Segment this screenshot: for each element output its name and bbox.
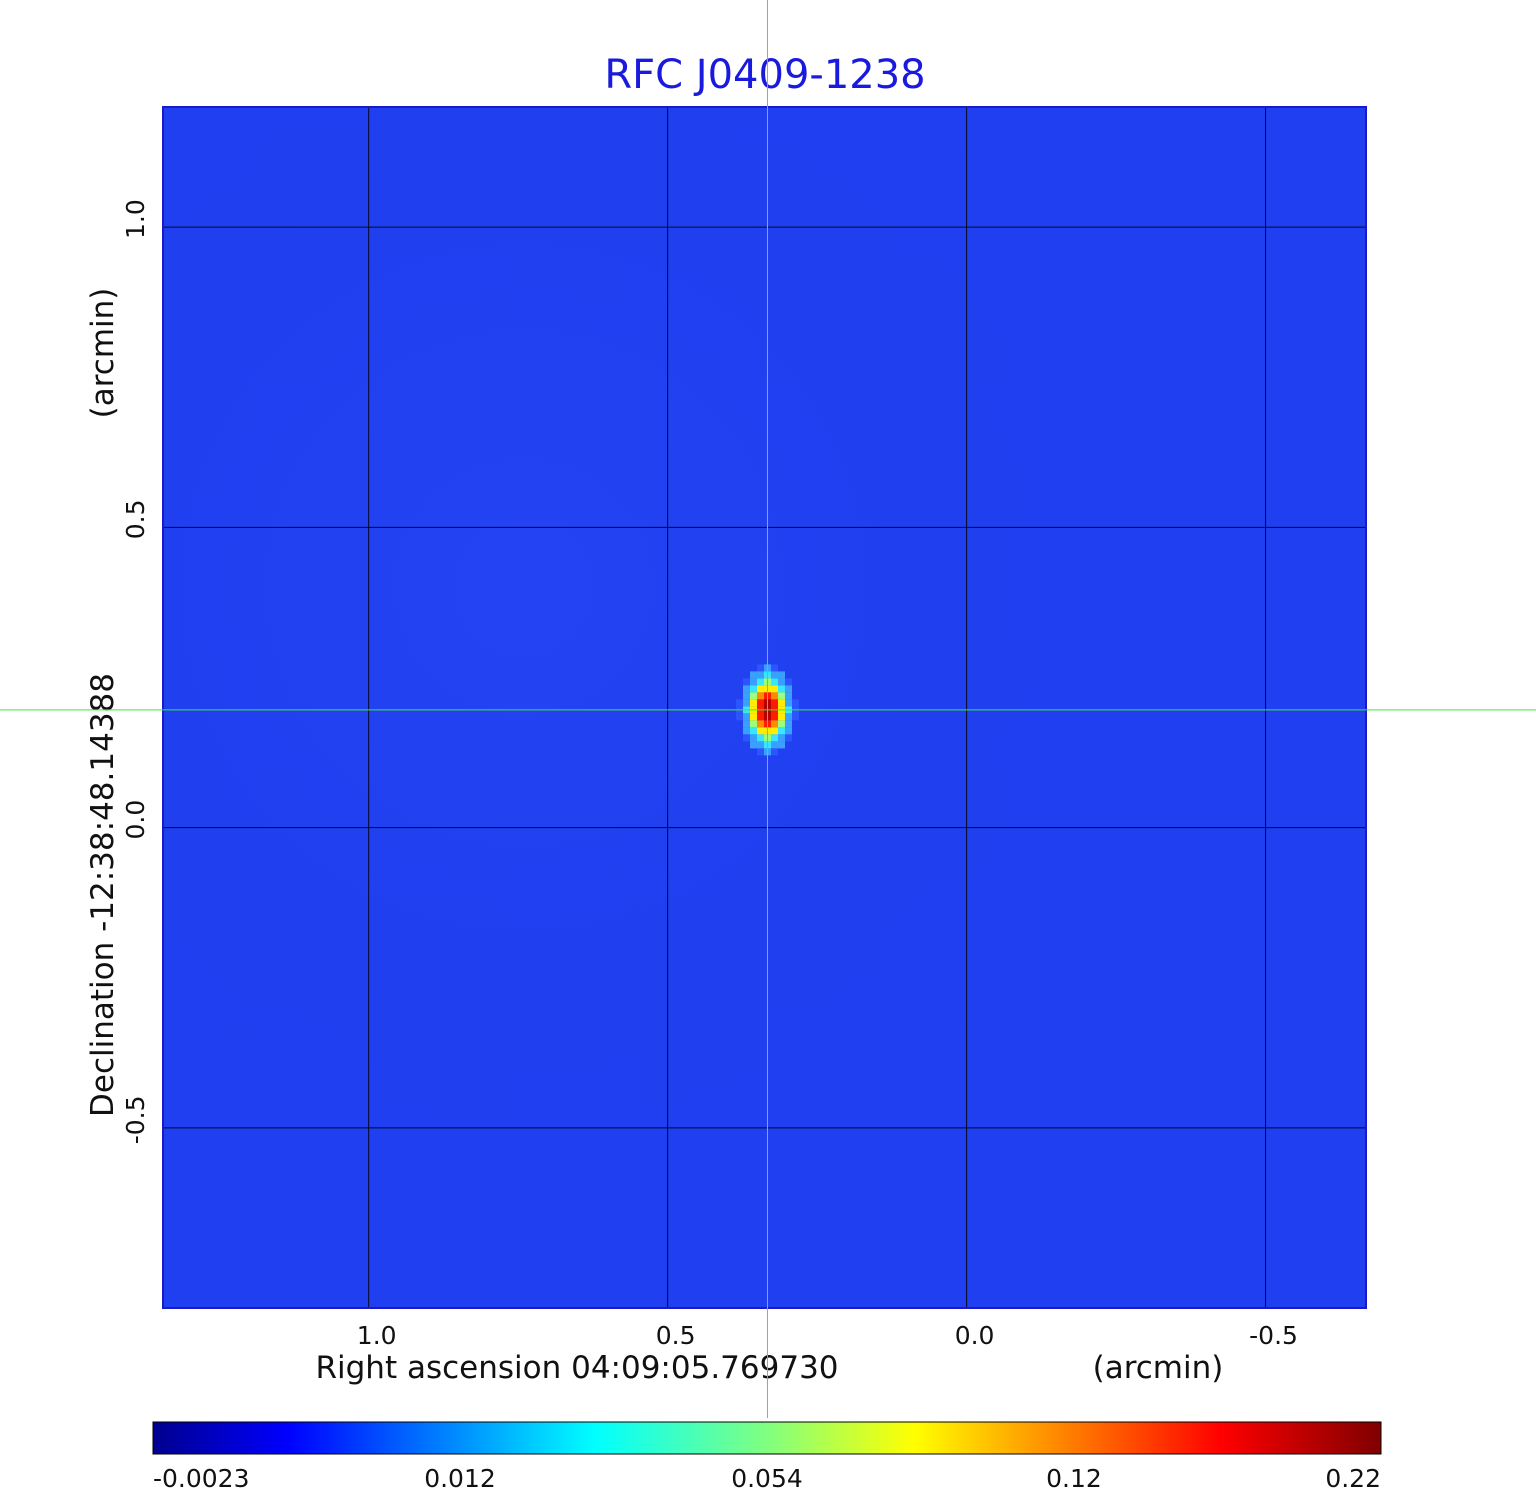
y-tick-label: 1.0 xyxy=(121,199,150,239)
source-pixel xyxy=(770,664,778,672)
source-pixel xyxy=(777,741,785,749)
source-pixel xyxy=(777,692,785,700)
x-tick-label: -0.5 xyxy=(1249,1321,1298,1350)
source-pixel xyxy=(770,734,778,742)
source-pixel xyxy=(749,734,757,742)
x-axis-label: Right ascension 04:09:05.769730 xyxy=(315,1350,838,1386)
source-pixel xyxy=(749,741,757,749)
colorbar-tick-label: 0.12 xyxy=(1046,1464,1102,1493)
source-pixel xyxy=(791,713,799,721)
source-pixel xyxy=(756,741,764,749)
source-pixel xyxy=(784,678,792,686)
source-pixel xyxy=(784,713,792,721)
source-pixel xyxy=(756,671,764,679)
chart-title: RFC J0409-1238 xyxy=(604,52,925,98)
source-pixel xyxy=(756,664,764,672)
plot-area xyxy=(162,106,1367,1309)
source-pixel xyxy=(784,734,792,742)
source-pixel xyxy=(770,685,778,693)
source-pixel xyxy=(770,720,778,728)
source-pixel xyxy=(749,678,757,686)
source-pixel xyxy=(770,748,778,756)
source-pixel xyxy=(756,685,764,693)
source-pixel xyxy=(742,720,750,728)
source-pixel xyxy=(770,713,778,721)
source-pixel xyxy=(770,741,778,749)
colorbar-tick-label: 0.012 xyxy=(424,1464,496,1493)
source-pixel xyxy=(749,713,757,721)
source-pixel xyxy=(756,748,764,756)
source-pixel xyxy=(735,713,743,721)
source-pixel xyxy=(756,699,764,707)
source-pixel xyxy=(777,727,785,735)
y-axis-label: Declination -12:38:48.14388 xyxy=(85,673,121,1117)
source-pixel xyxy=(777,671,785,679)
source-pixel xyxy=(770,692,778,700)
source-pixel xyxy=(777,685,785,693)
x-tick-labels: 1.0 0.5 0.0 -0.5 xyxy=(357,1321,1298,1350)
y-tick-label: 0.5 xyxy=(121,499,150,539)
source-pixel xyxy=(784,720,792,728)
x-tick-label: 1.0 xyxy=(357,1321,397,1350)
source-pixel xyxy=(756,734,764,742)
source-pixel xyxy=(756,692,764,700)
source-pixel xyxy=(770,678,778,686)
source-pixel xyxy=(756,720,764,728)
source-pixel xyxy=(749,671,757,679)
source-pixel xyxy=(777,678,785,686)
y-tick-labels: 1.0 0.5 0.0 -0.5 xyxy=(121,199,150,1144)
plot-frame xyxy=(162,106,1367,1309)
source-pixel xyxy=(749,720,757,728)
source-pixel xyxy=(777,720,785,728)
source-pixel xyxy=(749,685,757,693)
crosshair xyxy=(0,0,1536,1418)
source-pixel xyxy=(784,692,792,700)
y-tick-label: -0.5 xyxy=(121,1095,150,1144)
colorbar-tick-labels: -0.0023 0.012 0.054 0.12 0.22 xyxy=(153,1464,1381,1493)
source-pixel xyxy=(749,727,757,735)
source-pixel xyxy=(770,671,778,679)
x-axis-unit: (arcmin) xyxy=(1093,1350,1224,1386)
colorbar-gradient xyxy=(152,1421,1382,1455)
source-pixel xyxy=(749,699,757,707)
source-pixel xyxy=(756,727,764,735)
source-pixel xyxy=(749,692,757,700)
source-pixel xyxy=(756,713,764,721)
source-pixel xyxy=(742,692,750,700)
y-axis-unit: (arcmin) xyxy=(85,288,121,419)
x-tick-label: 0.5 xyxy=(656,1321,696,1350)
source-pixel xyxy=(742,678,750,686)
source-pixel xyxy=(784,699,792,707)
source-pixel xyxy=(742,699,750,707)
colorbar-tick-label: 0.22 xyxy=(1325,1464,1381,1493)
colorbar-tick-label: -0.0023 xyxy=(153,1464,250,1493)
source-pixel xyxy=(784,727,792,735)
colorbar: -0.0023 0.012 0.054 0.12 0.22 xyxy=(152,1421,1382,1493)
source-pixel xyxy=(742,727,750,735)
source-pixel xyxy=(777,699,785,707)
source-pixel xyxy=(742,685,750,693)
source-pixel xyxy=(791,699,799,707)
colorbar-tick-label: 0.054 xyxy=(731,1464,803,1493)
source-pixel xyxy=(770,727,778,735)
source-pixel xyxy=(742,713,750,721)
y-tick-label: 0.0 xyxy=(121,800,150,840)
source-pixel xyxy=(735,699,743,707)
grid-lines xyxy=(163,107,1366,1308)
source-pixel xyxy=(777,713,785,721)
source-pixel xyxy=(742,734,750,742)
x-tick-label: 0.0 xyxy=(955,1321,995,1350)
source-pixel xyxy=(770,699,778,707)
source-pixel xyxy=(784,685,792,693)
source-pixel xyxy=(777,734,785,742)
source-pixel xyxy=(756,678,764,686)
